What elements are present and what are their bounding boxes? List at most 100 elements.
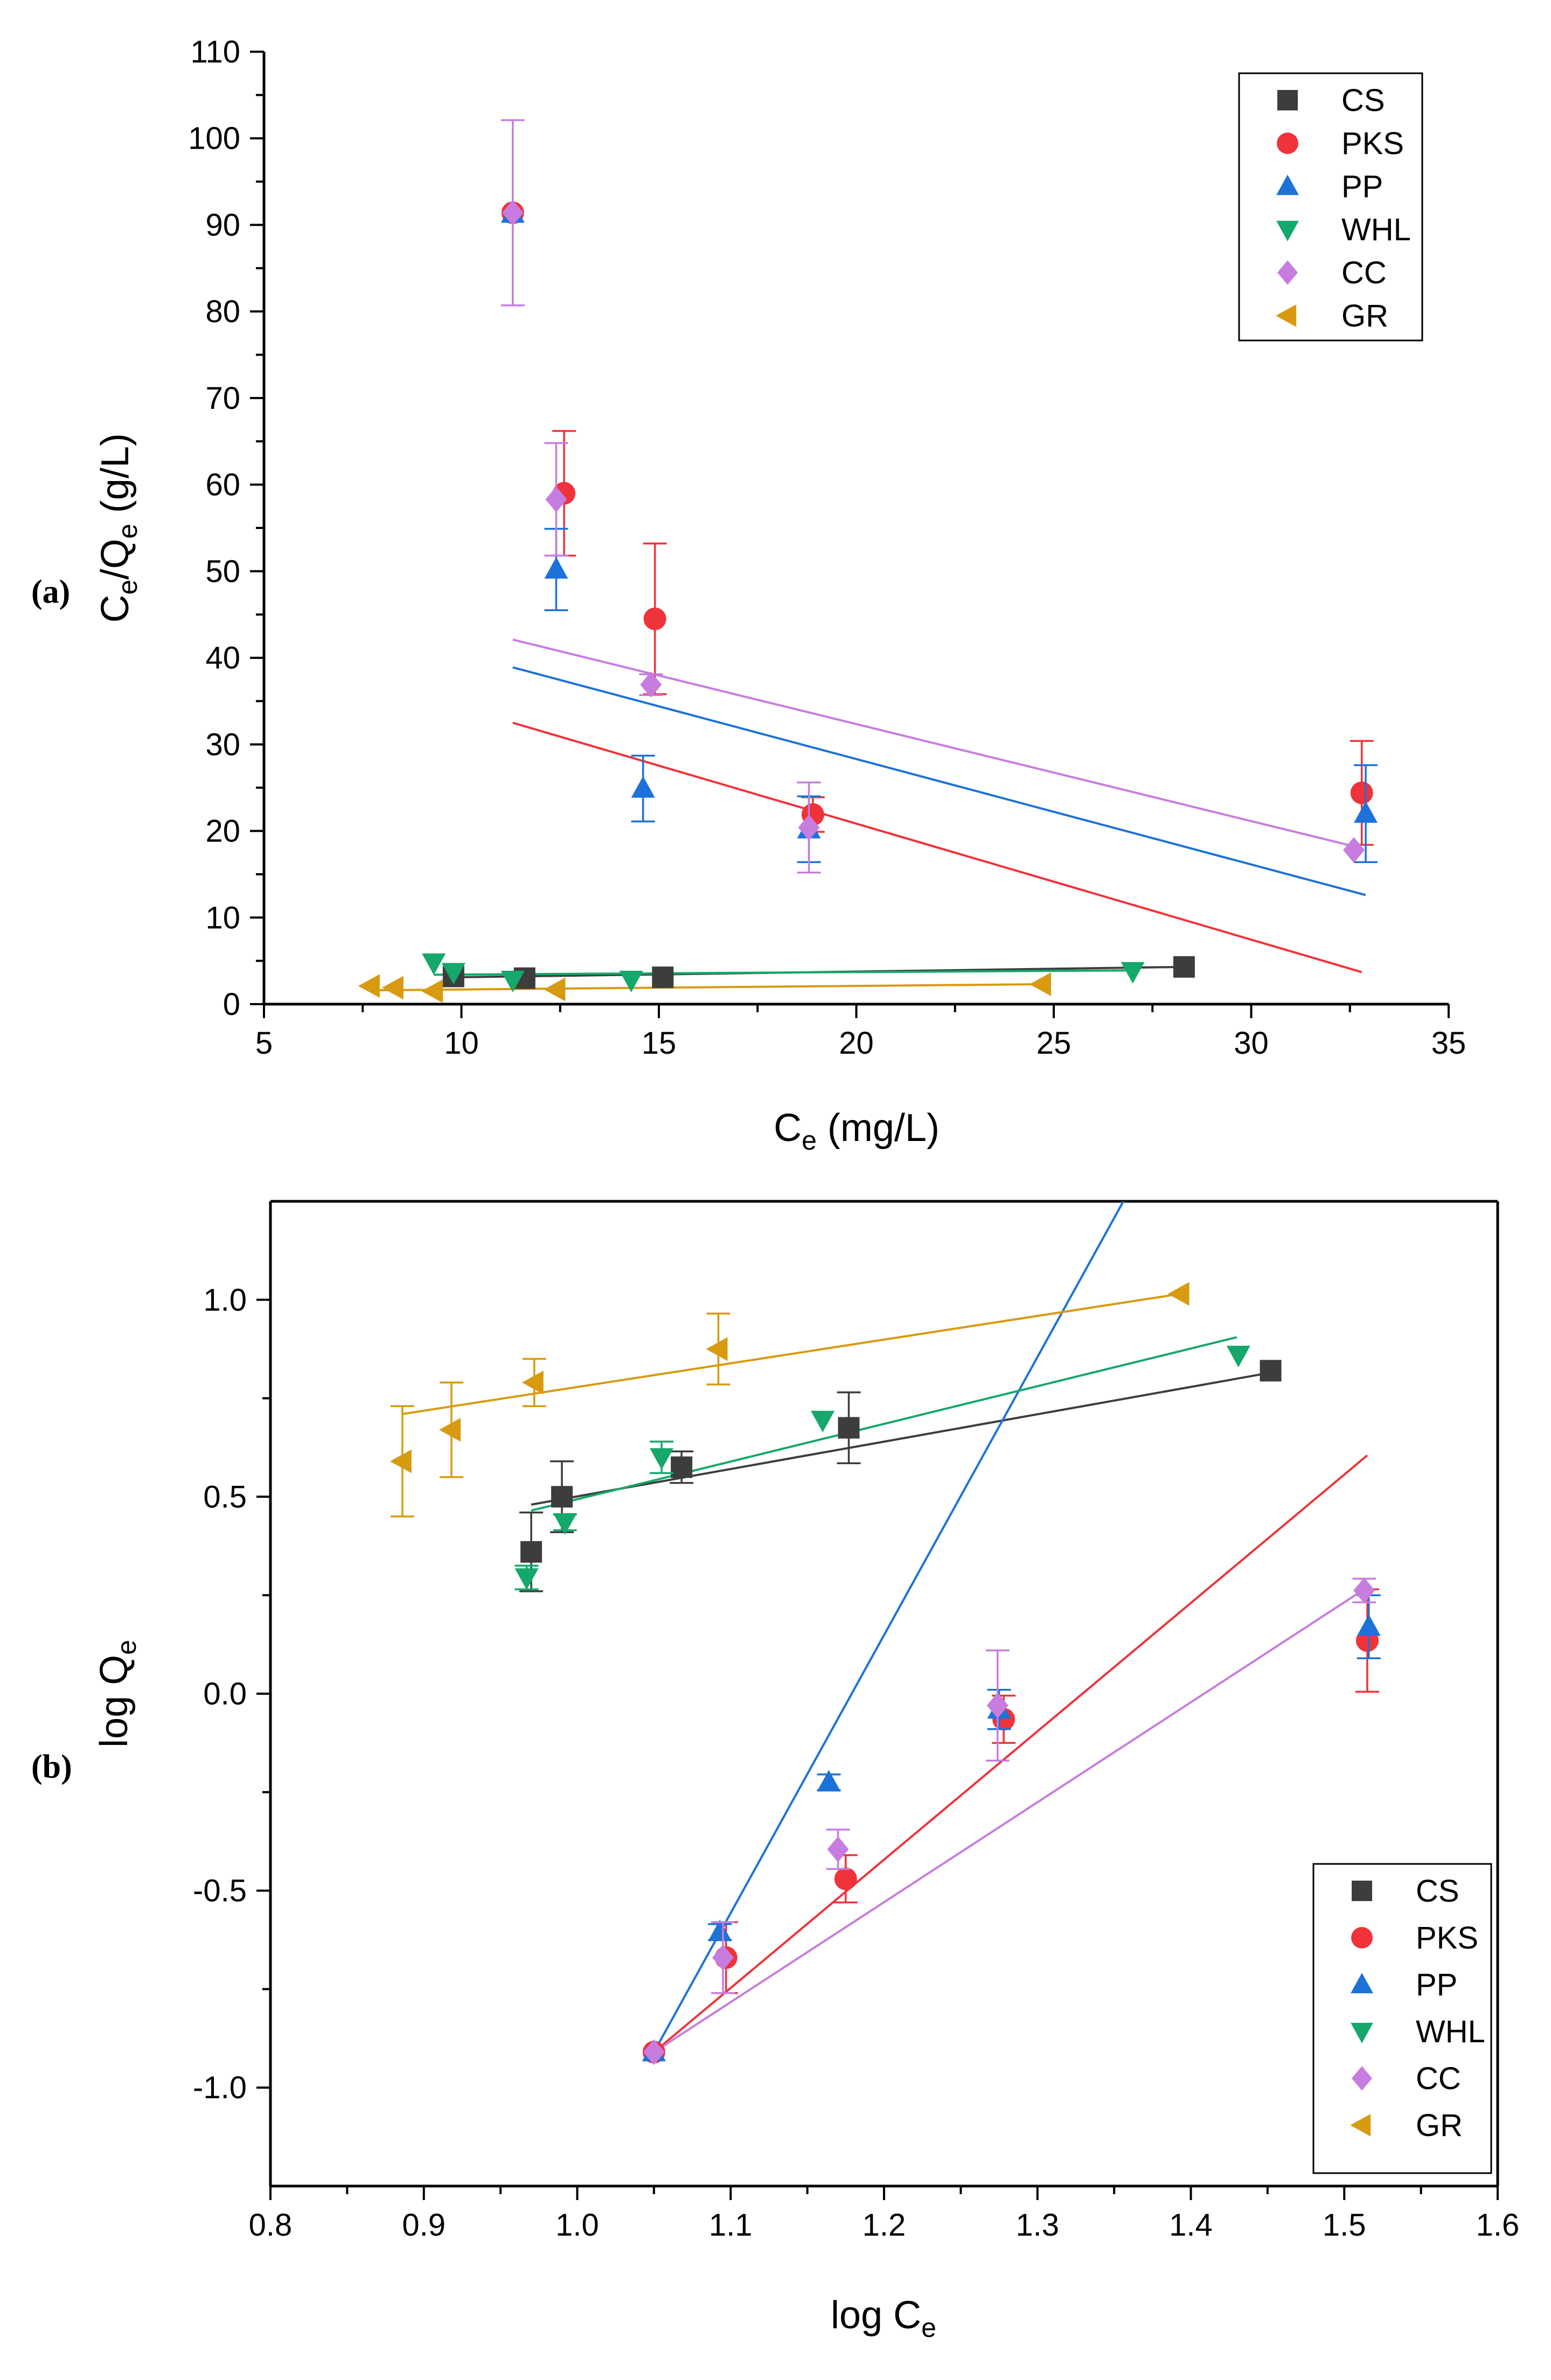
data-point (1353, 1577, 1375, 1604)
legend-marker-pp (1276, 175, 1299, 196)
legend-box-a (1238, 72, 1423, 342)
legend-marker-cs (1277, 90, 1298, 110)
data-point (827, 1836, 849, 1862)
data-point (381, 976, 404, 1000)
data-point (439, 1418, 461, 1442)
data-point (619, 970, 643, 992)
data-point (650, 1448, 674, 1470)
data-point (986, 1692, 1009, 1718)
data-point (706, 1337, 728, 1361)
y-axis-title-b: log Qe (93, 1640, 142, 1748)
y-tick-label-b: -0.5 (193, 1874, 247, 1909)
series-cc-b (643, 1577, 1376, 2065)
data-point (1260, 1360, 1282, 1382)
data-point (1121, 962, 1145, 984)
x-tick-label-a: 15 (642, 1026, 677, 1061)
y-tick-label-a: 70 (205, 381, 240, 416)
legend-marker-whl (1351, 2022, 1373, 2043)
x-axis-title-b: log Ce (831, 2294, 936, 2343)
fit-line-pp-a (512, 666, 1366, 896)
x-tick-label-a: 10 (444, 1026, 479, 1061)
data-point (1354, 801, 1378, 823)
x-tick-label-b: 0.8 (249, 2208, 293, 2243)
legend-marker-pp (1351, 1973, 1373, 1994)
y-tick-label-b: 1.0 (203, 1283, 247, 1318)
y-tick-label-a: 20 (205, 814, 240, 849)
data-point (1030, 972, 1052, 997)
fit-line-pp-b (653, 1201, 1124, 2053)
data-point (520, 1541, 542, 1563)
legend-marker-pks (1277, 133, 1298, 154)
data-point (643, 2039, 665, 2065)
data-point (712, 1944, 734, 1971)
x-tick-label-b: 0.9 (402, 2208, 446, 2243)
panel-label-a: (a) (31, 574, 71, 610)
legend-label-cs: CS (1341, 83, 1385, 118)
data-point (390, 1449, 412, 1473)
fit-line-cc-b (653, 1586, 1368, 2054)
data-point (1173, 956, 1195, 978)
x-tick-label-a: 35 (1431, 1026, 1466, 1061)
fit-line-gr-b (402, 1292, 1180, 1415)
legend-label-cc: CC (1341, 255, 1387, 290)
y-tick-label-a: 80 (205, 294, 240, 329)
data-point (421, 979, 443, 1003)
data-point (553, 1513, 577, 1535)
data-point (502, 199, 524, 226)
series-gr-a (358, 972, 1052, 1003)
data-point (545, 486, 567, 512)
y-tick-label-a: 0 (223, 987, 240, 1022)
legend-marker-gr (1350, 2114, 1371, 2137)
legend-b: CS PKS PP WHL CC GR (1312, 1863, 1492, 2174)
legend-box-b (1312, 1863, 1492, 2174)
data-point (521, 1370, 544, 1395)
data-point (798, 815, 820, 841)
x-tick-label-b: 1.4 (1169, 2208, 1213, 2243)
legend-marker-pks (1351, 1927, 1373, 1948)
legend-label-whl: WHL (1416, 2014, 1485, 2049)
fit-line-whl-a (434, 969, 1133, 976)
fit-line-pks-a (512, 721, 1362, 973)
legend-marker-gr (1276, 304, 1297, 327)
data-point (1357, 1614, 1381, 1636)
data-point (1343, 837, 1365, 863)
legend-label-gr: GR (1341, 298, 1388, 333)
data-point (1226, 1346, 1250, 1368)
x-tick-label-b: 1.3 (1016, 2208, 1059, 2243)
data-point (514, 1568, 539, 1590)
x-tick-label-b: 1.0 (555, 2208, 599, 2243)
chart-a: 5 10 15 20 25 30 35 0 10 20 30 40 50 60 70 80 90 100 110 CS… (94, 34, 1466, 1156)
data-point (671, 1456, 693, 1478)
fit-line-cs-b (531, 1372, 1271, 1506)
y-tick-label-a: 60 (205, 468, 240, 503)
series-whl-a (422, 953, 1145, 992)
data-point (500, 970, 525, 992)
legend-label-pp: PP (1416, 1967, 1457, 2002)
y-tick-label-a: 100 (188, 121, 240, 156)
legend-label-pp: PP (1341, 169, 1383, 204)
legend-marker-cc (1352, 2066, 1372, 2091)
x-tick-label-a: 25 (1037, 1026, 1072, 1061)
data-point (358, 974, 380, 998)
fit-line-pks-b (653, 1455, 1368, 2053)
data-point (1350, 781, 1373, 804)
y-tick-label-a: 110 (191, 34, 240, 69)
fit-line-gr-a (370, 983, 1042, 992)
y-tick-label-b: 0.0 (203, 1676, 247, 1711)
data-point (643, 607, 666, 630)
data-point (551, 1486, 573, 1508)
legend-label-whl: WHL (1341, 212, 1411, 247)
chart-b: 0.8 0.9 1.0 1.1 1.2 1.3 1.4 1.5 1.6 -1.0 -0.5 0.0 0.… (93, 1200, 1519, 2343)
legend-label-pks: PKS (1341, 126, 1404, 161)
x-tick-label-b: 1.5 (1323, 2208, 1366, 2243)
data-point (640, 671, 662, 698)
data-point (422, 953, 446, 975)
y-tick-label-a: 50 (205, 554, 240, 589)
series-pks-a (501, 201, 1374, 846)
y-tick-label-b: 0.5 (203, 1479, 247, 1514)
x-tick-label-a: 20 (839, 1026, 874, 1061)
y-tick-label-a: 90 (205, 207, 240, 242)
data-point (544, 557, 568, 579)
x-tick-label-a: 30 (1234, 1026, 1269, 1061)
